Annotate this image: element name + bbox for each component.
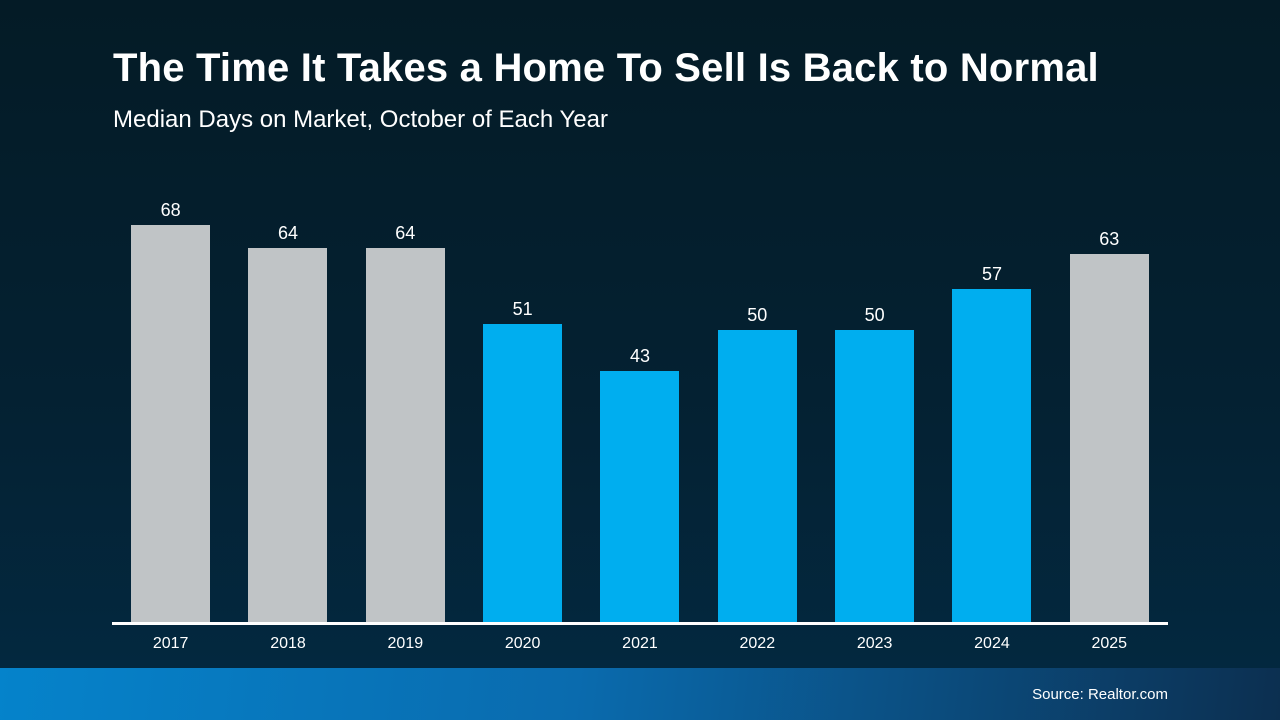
footer-bar: Source: Realtor.com xyxy=(0,668,1280,720)
bar xyxy=(483,324,563,622)
x-axis-tick-label: 2023 xyxy=(856,635,893,652)
bar-chart-plot-area: 68 64 64 51 43 50 50 57 63 xyxy=(112,200,1168,622)
x-axis-tick-label: 2022 xyxy=(739,635,776,652)
bar-value-label: 68 xyxy=(160,200,181,220)
bar-chart: 68 64 64 51 43 50 50 57 63 2017 2018 2019 2020 2021 2… xyxy=(112,200,1168,653)
x-axis-tick-label: 2020 xyxy=(504,635,541,652)
source-label: Source: Realtor.com xyxy=(1032,685,1168,703)
x-axis-labels: 2017 2018 2019 2020 2021 2022 2023 2024 2025 xyxy=(112,635,1168,653)
bar xyxy=(717,330,797,622)
x-axis-tick-label: 2025 xyxy=(1091,635,1128,652)
bar xyxy=(952,289,1032,622)
bar-column: 64 xyxy=(347,224,464,622)
bar-value-label: 43 xyxy=(629,346,650,366)
chart-title: The Time It Takes a Home To Sell Is Back… xyxy=(113,46,1099,90)
x-axis-tick-label: 2021 xyxy=(622,635,658,652)
x-axis-tick-label: 2024 xyxy=(974,635,1010,652)
bar xyxy=(600,371,680,622)
x-axis-tick-label: 2017 xyxy=(152,635,189,652)
bar-column: 50 xyxy=(816,306,933,622)
bar-column: 51 xyxy=(464,300,581,622)
bar-value-label: 64 xyxy=(395,223,416,243)
bar xyxy=(1069,254,1149,622)
bar-column: 43 xyxy=(581,347,698,622)
bar-column: 57 xyxy=(933,265,1050,622)
bar xyxy=(131,225,211,622)
chart-subtitle: Median Days on Market, October of Each Y… xyxy=(113,106,608,133)
bar-column: 68 xyxy=(112,201,229,622)
bar-value-label: 50 xyxy=(747,305,768,325)
bar xyxy=(248,248,328,622)
bar-value-label: 50 xyxy=(864,305,885,325)
x-axis-tick-label: 2018 xyxy=(270,635,306,652)
bar-column: 64 xyxy=(229,224,346,622)
bar-value-label: 57 xyxy=(981,264,1002,284)
bar xyxy=(835,330,915,622)
bar-value-label: 64 xyxy=(277,223,298,243)
bar-column: 63 xyxy=(1051,230,1168,622)
x-axis-tick-label: 2019 xyxy=(387,635,424,652)
bar-value-label: 51 xyxy=(512,299,533,319)
x-axis-line xyxy=(112,622,1168,625)
bar-column: 50 xyxy=(699,306,816,622)
bar xyxy=(365,248,445,622)
bar-value-label: 63 xyxy=(1099,229,1120,249)
